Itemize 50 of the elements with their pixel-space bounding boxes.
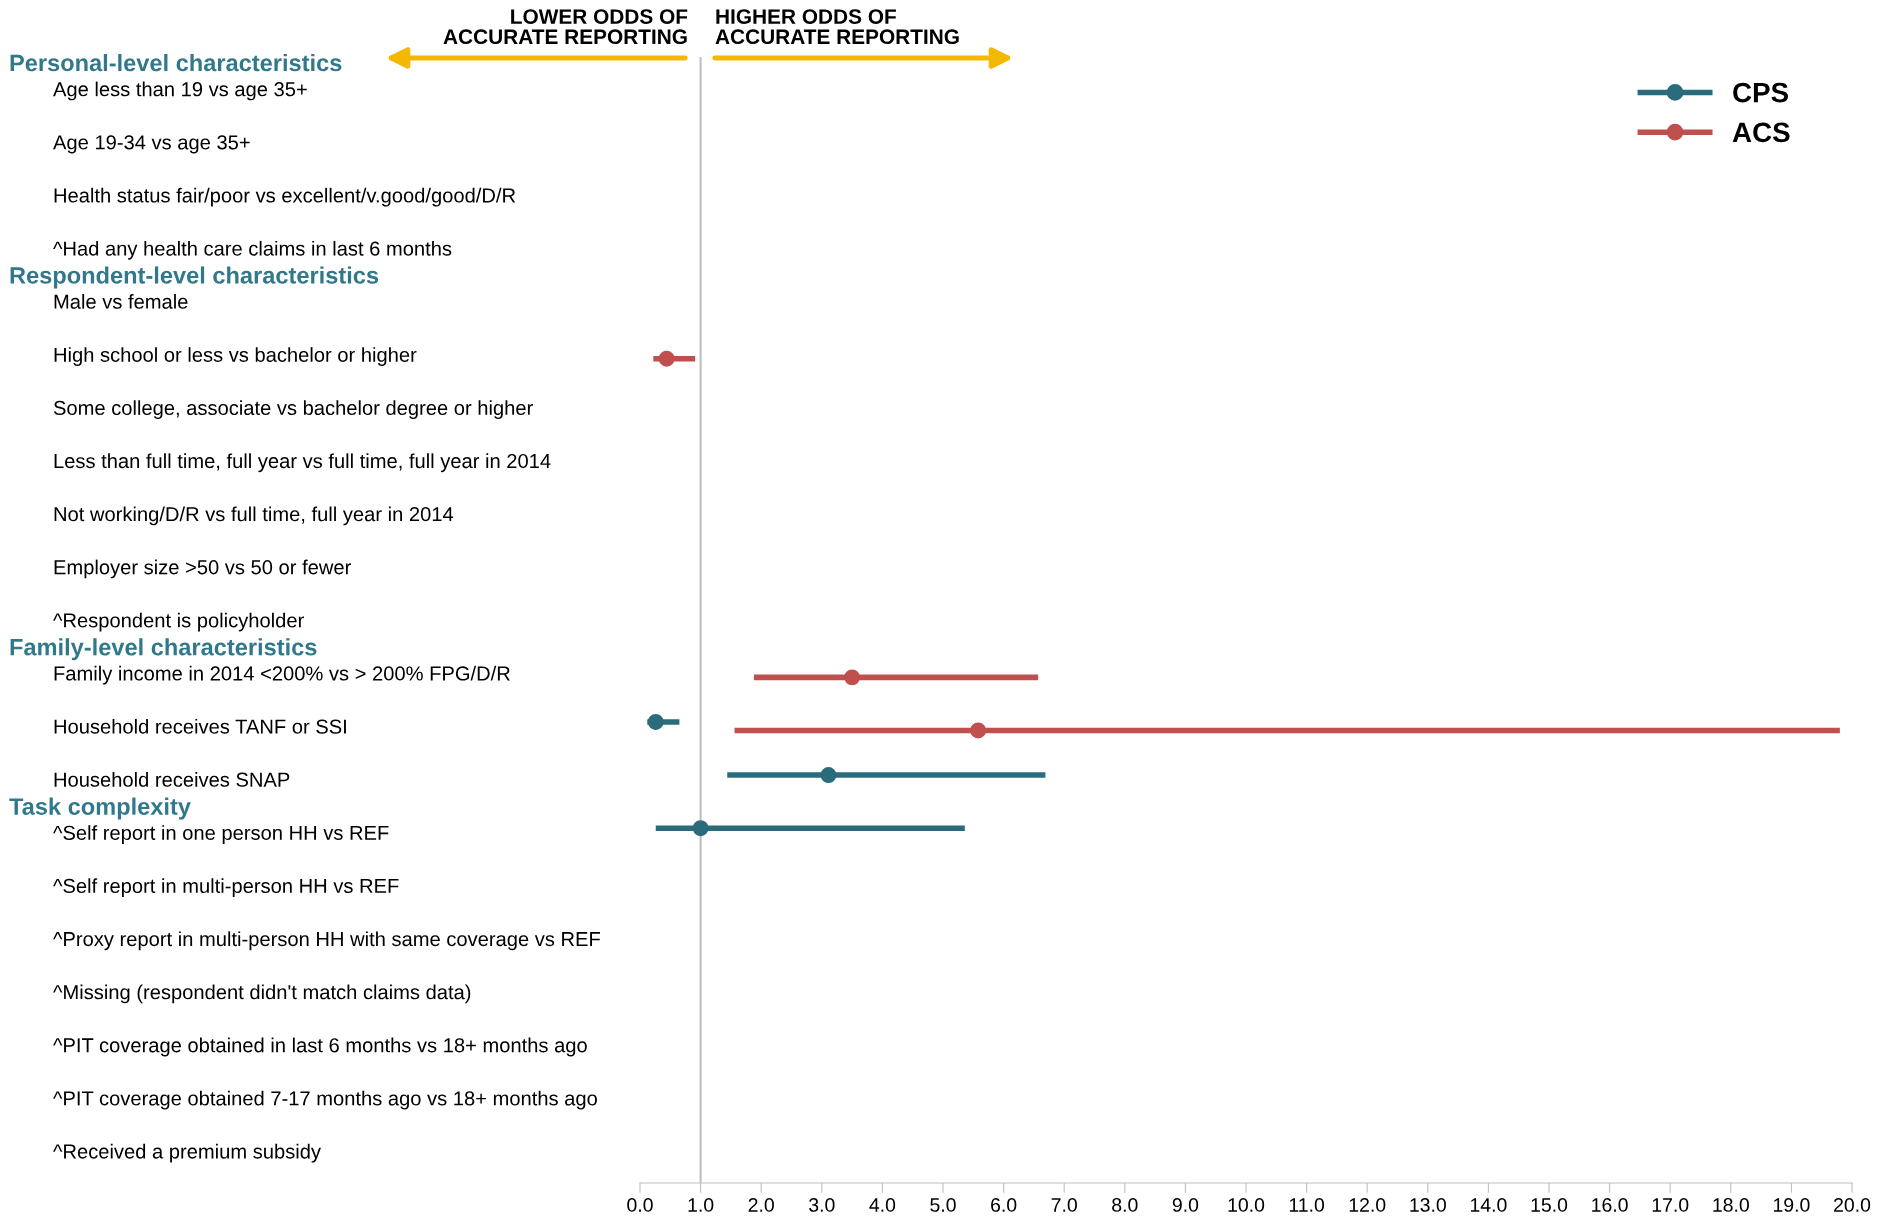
y-tick-label: ^PIT coverage obtained 7-17 months ago vs 18+ months ago [53, 1090, 597, 1110]
text: LOWER ODDS OF ACCURATE REPORTING [443, 9, 688, 45]
text: Task complexity [9, 797, 191, 820]
x-tick-label: 16.0 [1592, 1198, 1628, 1212]
y-tick-label: ^Received a premium subsidy [53, 1143, 321, 1163]
y-tick-label: Health status fair/poor vs excellent/v.good/good/D/R [54, 187, 516, 207]
y-tick-label: Some college, associate vs bachelor degree or higher [53, 400, 533, 420]
y-tick-label: Age less than 19 vs age 35+ [53, 81, 307, 101]
x-tick-label: 18.0 [1713, 1198, 1749, 1212]
y-tick-label: ^Self report in multi-person HH vs REF [53, 878, 399, 898]
x-tick-label: 14.0 [1470, 1198, 1507, 1212]
x-tick-label: 3.0 [809, 1198, 835, 1212]
x-tick-label: 17.0 [1652, 1198, 1689, 1212]
y-tick-label: ^PIT coverage obtained in last 6 months vs 18+ months ago [53, 1037, 587, 1057]
x-tick-label: 20.0 [1834, 1198, 1871, 1212]
x-tick-label: 7.0 [1051, 1198, 1077, 1212]
x-tick-label: 5.0 [930, 1198, 956, 1212]
x-tick-label: 8.0 [1112, 1198, 1138, 1212]
x-tick-label: 1.0 [688, 1198, 714, 1212]
x-tick-label: 15.0 [1531, 1198, 1568, 1212]
y-tick-label: ^Had any health care claims in last 6 months [53, 240, 452, 260]
x-tick-label: 10.0 [1228, 1198, 1265, 1212]
x-tick-label: 9.0 [1172, 1198, 1199, 1212]
text: Personal-level characteristics [10, 53, 342, 72]
text: Respondent-level characteristics [10, 266, 379, 289]
y-tick-label: Household receives SNAP [54, 772, 290, 787]
x-tick-label: 0.0 [627, 1198, 653, 1212]
y-tick-label: High school or less vs bachelor or higher [54, 347, 417, 366]
x-tick-label: 2.0 [748, 1198, 774, 1212]
y-tick-label: Family income in 2014 <200% vs > 200% FPG/D/R [54, 665, 510, 685]
y-tick-label: Household receives TANF or SSI [54, 718, 346, 734]
x-tick-label: 4.0 [869, 1198, 896, 1212]
legend-label: ACS [1732, 122, 1790, 143]
text: Family-level characteristics [10, 638, 317, 661]
legend-label: CPS [1733, 82, 1789, 103]
y-tick-label: Age 19-34 vs age 35+ [53, 135, 250, 154]
y-tick-label: Male vs female [54, 294, 188, 309]
y-tick-label: ^Self report in one person HH vs REF [53, 825, 389, 844]
y-tick-label: ^Missing (respondent didn't match claims data) [53, 984, 471, 1004]
x-tick-label: 13.0 [1410, 1198, 1446, 1212]
x-tick-label: 19.0 [1773, 1198, 1810, 1212]
text: HIGHER ODDS OF ACCURATE REPORTING [715, 9, 959, 45]
x-tick-label: 6.0 [991, 1198, 1017, 1212]
x-tick-label: 12.0 [1349, 1198, 1386, 1212]
y-tick-label: ^Respondent is policyholder [53, 612, 304, 632]
y-tick-label: Employer size >50 vs 50 or fewer [54, 559, 351, 579]
y-tick-label: ^Proxy report in multi-person HH with same coverage vs REF [53, 931, 600, 951]
y-tick-label: Not working/D/R vs full time, full year in 2014 [54, 506, 454, 526]
x-tick-label: 11.0 [1289, 1198, 1325, 1212]
y-tick-label: Less than full time, full year vs full time, full year in 2014 [54, 453, 551, 473]
